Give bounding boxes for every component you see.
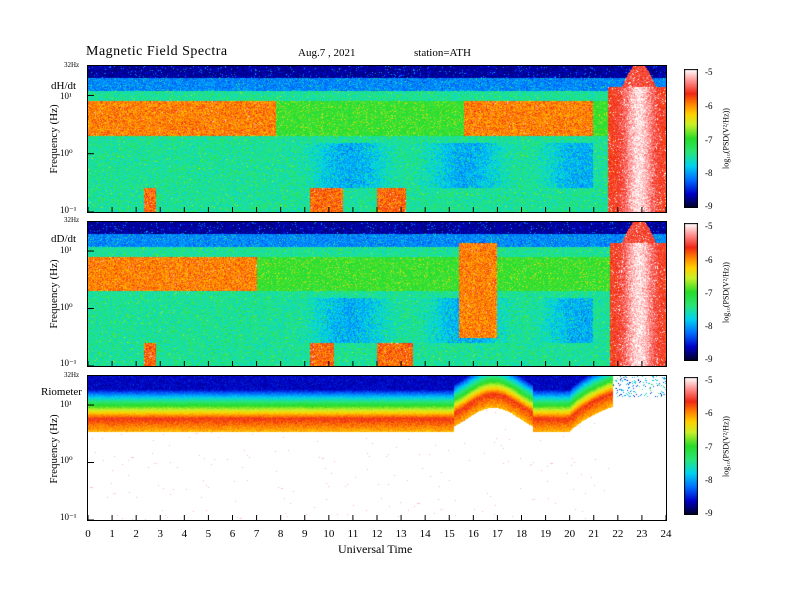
x-tick-label: 23 — [636, 528, 648, 540]
cb-tick-9-riometer: -9 — [705, 508, 713, 518]
x-tick-label: 12 — [371, 528, 383, 540]
y-top-label-riometer: 32Hz — [64, 371, 80, 379]
x-tick-label: 18 — [516, 528, 527, 540]
cb-tick-5-dh-dt: -5 — [705, 67, 713, 77]
x-tick-label: 2 — [133, 528, 139, 540]
x-tick-label: 21 — [588, 528, 600, 540]
cb-tick-5-riometer: -5 — [705, 375, 713, 385]
cb-tick-9-dh-dt: -9 — [705, 201, 713, 211]
cb-tick-8-dh-dt: -8 — [705, 168, 713, 178]
x-tick-label: 14 — [419, 528, 431, 540]
cb-tick-7-dd-dt: -7 — [705, 288, 713, 298]
x-tick-label: 0 — [85, 528, 91, 540]
x-tick-label: 4 — [181, 528, 188, 540]
spectrogram-dh-dt — [88, 66, 666, 212]
y-top-label-dd-dt: 32Hz — [64, 216, 80, 224]
panel-frame — [87, 221, 667, 367]
y-tick-10-minus1-dh-dt: 10⁻¹ — [60, 205, 77, 215]
x-tick-label: 17 — [491, 528, 503, 540]
x-tick-label: 8 — [277, 528, 284, 540]
x-tick-label: 9 — [302, 528, 308, 540]
x-tick-label: 19 — [540, 528, 552, 540]
x-tick-label: 13 — [395, 528, 407, 540]
x-tick-label: 6 — [229, 528, 236, 540]
x-tick-label: 7 — [253, 528, 260, 540]
cb-tick-7-riometer: -7 — [705, 442, 713, 452]
cb-tick-6-dh-dt: -6 — [705, 101, 713, 111]
figure-title: Magnetic Field Spectra — [86, 44, 228, 59]
x-tick-label: 20 — [564, 528, 576, 540]
y-tick-10-0-dh-dt: 10⁰ — [60, 148, 73, 158]
panel-label-dd-dt: dD/dt — [51, 233, 77, 245]
x-tick-label: 22 — [612, 528, 624, 540]
x-tick-label: 11 — [347, 528, 359, 540]
y-tick-10-0-riometer: 10⁰ — [60, 455, 73, 465]
x-tick-label: 1 — [109, 528, 115, 540]
cb-tick-8-riometer: -8 — [705, 475, 713, 485]
y-tick-10-1-dh-dt: 10¹ — [60, 91, 72, 101]
cb-tick-9-dd-dt: -9 — [705, 354, 713, 364]
x-tick-label: 16 — [467, 528, 479, 540]
x-axis-label: Universal Time — [338, 542, 413, 556]
x-tick-label: 10 — [323, 528, 335, 540]
colorbar-dd-dt — [684, 223, 698, 361]
cb-tick-8-dd-dt: -8 — [705, 321, 713, 331]
spectrogram-riometer — [88, 376, 666, 520]
colorbar-riometer — [684, 377, 698, 515]
panel-label-riometer: Riometer — [41, 386, 82, 398]
y-tick-10-minus1-dd-dt: 10⁻¹ — [60, 358, 77, 368]
cb-tick-6-dd-dt: -6 — [705, 255, 713, 265]
y-tick-10-0-dd-dt: 10⁰ — [60, 302, 73, 312]
panel-label-dh-dt: dH/dt — [51, 80, 77, 92]
panel-frame — [87, 375, 667, 521]
figure-date: Aug.7 , 2021 — [298, 47, 356, 59]
x-tick-label: 15 — [443, 528, 455, 540]
colorbar-dh-dt — [684, 69, 698, 208]
y-top-label-dh-dt: 32Hz — [64, 61, 80, 69]
cb-tick-7-dh-dt: -7 — [705, 135, 713, 145]
cb-tick-6-riometer: -6 — [705, 408, 713, 418]
figure-station: station=ATH — [414, 47, 471, 59]
x-tick-label: 3 — [157, 528, 164, 540]
x-tick-label: 5 — [205, 528, 212, 540]
y-tick-10-minus1-riometer: 10⁻¹ — [60, 512, 77, 522]
cb-tick-5-dd-dt: -5 — [705, 221, 713, 231]
y-tick-10-1-dd-dt: 10¹ — [60, 245, 72, 255]
spectrogram-dd-dt — [88, 222, 666, 366]
x-tick-label: 24 — [660, 528, 672, 540]
panel-frame — [87, 65, 667, 213]
y-tick-10-1-riometer: 10¹ — [60, 399, 72, 409]
